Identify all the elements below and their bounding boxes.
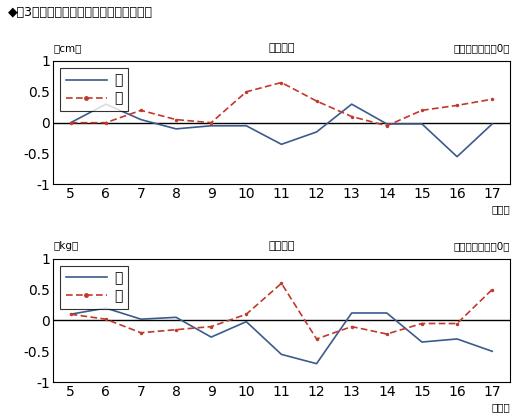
Text: ◆噳3　身長・体重平均値の全国との比較: ◆噳3 身長・体重平均値の全国との比較: [8, 6, 153, 19]
Text: （歳）: （歳）: [491, 204, 510, 214]
Text: （全国平均値＝0）: （全国平均値＝0）: [453, 241, 510, 251]
Text: （kg）: （kg）: [53, 241, 79, 251]
Text: （cm）: （cm）: [53, 44, 81, 53]
Text: （体重）: （体重）: [268, 241, 295, 251]
Legend: 男, 女: 男, 女: [60, 265, 128, 309]
Text: （歳）: （歳）: [491, 402, 510, 412]
Text: （身長）: （身長）: [268, 44, 295, 53]
Legend: 男, 女: 男, 女: [60, 68, 128, 111]
Text: （全国平均値＝0）: （全国平均値＝0）: [453, 44, 510, 53]
